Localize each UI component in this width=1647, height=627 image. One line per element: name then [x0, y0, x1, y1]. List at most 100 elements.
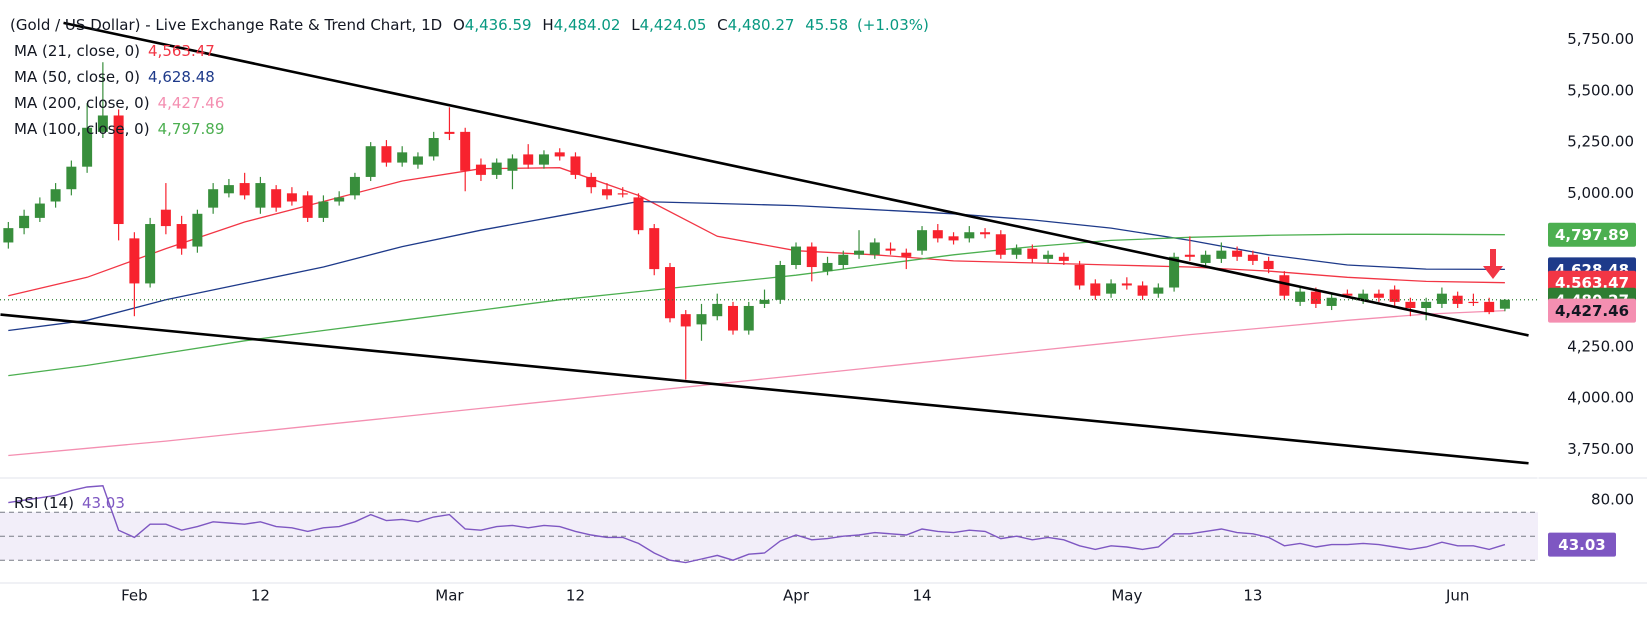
candle — [1326, 293, 1337, 311]
x-tick-label: 12 — [566, 587, 585, 605]
candle — [1405, 297, 1416, 317]
candle — [160, 183, 171, 235]
candle — [1216, 242, 1227, 263]
candle-body — [1106, 283, 1117, 294]
legend-value: 4,797.89 — [158, 120, 225, 138]
candle — [570, 152, 581, 179]
y-tick-label: 3,750.00 — [1567, 440, 1634, 458]
candle-body — [696, 314, 707, 325]
candle — [1074, 260, 1085, 290]
x-tick-label: Apr — [783, 587, 810, 605]
candle — [365, 142, 376, 182]
candle-body — [822, 262, 833, 272]
candle — [1452, 291, 1463, 309]
candle-body — [806, 246, 817, 268]
price-tag-label: 4,797.89 — [1555, 226, 1629, 244]
candle-body — [932, 230, 943, 239]
candle-body — [1074, 264, 1085, 286]
candle-body — [1326, 297, 1337, 306]
candle — [1389, 285, 1400, 306]
candle — [523, 144, 534, 169]
legend-entry: MA (50, close, 0) 4,628.48 — [14, 68, 215, 86]
candle — [239, 172, 250, 200]
candle-body — [349, 176, 360, 196]
trendline — [0, 313, 1529, 465]
candle — [664, 262, 675, 323]
candle-body — [1137, 285, 1148, 296]
candle — [1247, 250, 1258, 265]
ohlc-value: 4,436.59 — [465, 16, 532, 34]
candle-body — [1436, 293, 1447, 304]
candle — [129, 232, 140, 317]
candle — [223, 178, 234, 198]
candle-layer — [3, 62, 1510, 380]
candle — [838, 250, 849, 270]
candle-body — [491, 162, 502, 175]
rsi-y-tick-label: 80.00 — [1591, 491, 1634, 509]
candle — [349, 172, 360, 200]
candle-body — [775, 264, 786, 300]
candle — [1043, 250, 1054, 263]
candle-body — [1058, 256, 1069, 261]
legend-name: MA (50, close, 0) — [14, 68, 140, 86]
legend-entry: MA (21, close, 0) 4,563.47 — [14, 42, 215, 60]
candle — [712, 293, 723, 321]
candle — [601, 183, 612, 200]
candle-body — [271, 189, 282, 208]
candle-body — [869, 242, 880, 255]
x-tick-label: Mar — [435, 587, 464, 605]
candle — [192, 209, 203, 253]
candle-body — [617, 193, 628, 195]
candle — [1421, 297, 1432, 321]
chart-title: (Gold / US Dollar) - Live Exchange Rate … — [10, 16, 442, 34]
moving-average-line — [8, 167, 1505, 297]
candle — [775, 260, 786, 304]
candle — [82, 103, 93, 173]
x-tick-label: Feb — [121, 587, 148, 605]
candle — [696, 303, 707, 341]
ohlc-key: O — [453, 16, 465, 34]
candle — [1232, 246, 1243, 261]
candle-body — [1468, 301, 1479, 304]
candle — [1263, 256, 1274, 274]
trendline-layer — [0, 21, 1538, 465]
candle — [1027, 244, 1038, 263]
candle — [1468, 293, 1479, 306]
candle-body — [1389, 289, 1400, 302]
ohlc-value: 4,480.27 — [728, 16, 795, 34]
candle — [586, 172, 597, 194]
candle — [1484, 297, 1495, 315]
y-tick-label: 5,500.00 — [1567, 81, 1634, 99]
candle — [869, 238, 880, 259]
candle — [854, 230, 865, 259]
candle — [50, 183, 61, 208]
candle-body — [554, 152, 565, 157]
candle-body — [1421, 301, 1432, 309]
candle — [964, 226, 975, 243]
candle-body — [980, 232, 991, 235]
candle-body — [145, 224, 156, 284]
candle — [822, 256, 833, 276]
candle-body — [286, 193, 297, 202]
change: 45.58 — [805, 16, 848, 34]
legend: MA (21, close, 0) 4,563.47 MA (50, close, … — [14, 42, 224, 512]
candle-body — [854, 250, 865, 255]
candle-body — [1043, 254, 1054, 259]
candle — [34, 197, 45, 222]
down-arrow — [1483, 249, 1503, 279]
candle-body — [1373, 293, 1384, 298]
x-tick-label: 13 — [1243, 587, 1262, 605]
candle-body — [365, 146, 376, 177]
candle-body — [428, 138, 439, 157]
candle — [649, 224, 660, 276]
candle — [113, 109, 124, 241]
candle — [318, 195, 329, 222]
y-tick-label: 4,250.00 — [1567, 337, 1634, 355]
candle — [948, 232, 959, 245]
candle-body — [964, 232, 975, 239]
candle-body — [302, 195, 313, 218]
legend-entry: MA (200, close, 0) 4,427.46 — [14, 94, 224, 112]
candle-body — [1405, 301, 1416, 309]
